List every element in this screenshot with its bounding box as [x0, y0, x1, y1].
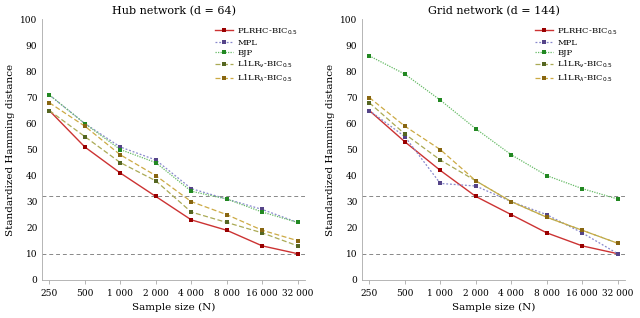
MPL — [508, 200, 515, 204]
MPL — [365, 109, 373, 113]
MPL — [259, 208, 266, 211]
BJP — [81, 122, 89, 126]
Line: MPL: MPL — [367, 108, 620, 256]
BJP — [223, 197, 230, 201]
L1LR$_\nu$-BIC$_{0.5}$ — [294, 244, 301, 248]
L1LR$_\lambda$-BIC$_{0.5}$ — [543, 215, 550, 219]
MPL — [543, 213, 550, 217]
PLRHC-BIC$_{0.5}$ — [45, 109, 53, 113]
PLRHC-BIC$_{0.5}$ — [472, 195, 479, 198]
BJP — [116, 148, 124, 151]
PLRHC-BIC$_{0.5}$ — [508, 213, 515, 217]
PLRHC-BIC$_{0.5}$ — [294, 252, 301, 256]
L1LR$_\nu$-BIC$_{0.5}$ — [508, 200, 515, 204]
Line: BJP: BJP — [367, 54, 620, 201]
L1LR$_\lambda$-BIC$_{0.5}$ — [259, 228, 266, 232]
Line: L1LR$_\lambda$-BIC$_{0.5}$: L1LR$_\lambda$-BIC$_{0.5}$ — [367, 95, 620, 245]
L1LR$_\nu$-BIC$_{0.5}$ — [579, 228, 586, 232]
BJP — [259, 210, 266, 214]
BJP — [188, 189, 195, 193]
L1LR$_\nu$-BIC$_{0.5}$ — [152, 179, 159, 183]
Line: BJP: BJP — [47, 93, 300, 225]
PLRHC-BIC$_{0.5}$ — [116, 171, 124, 175]
L1LR$_\lambda$-BIC$_{0.5}$ — [436, 148, 444, 151]
PLRHC-BIC$_{0.5}$ — [579, 244, 586, 248]
L1LR$_\lambda$-BIC$_{0.5}$ — [472, 179, 479, 183]
MPL — [116, 145, 124, 149]
L1LR$_\nu$-BIC$_{0.5}$ — [259, 231, 266, 235]
L1LR$_\lambda$-BIC$_{0.5}$ — [294, 239, 301, 243]
BJP — [294, 221, 301, 225]
PLRHC-BIC$_{0.5}$ — [81, 145, 89, 149]
L1LR$_\lambda$-BIC$_{0.5}$ — [365, 96, 373, 100]
L1LR$_\nu$-BIC$_{0.5}$ — [365, 101, 373, 105]
BJP — [365, 54, 373, 58]
PLRHC-BIC$_{0.5}$ — [188, 218, 195, 222]
MPL — [45, 93, 53, 97]
MPL — [223, 197, 230, 201]
MPL — [294, 221, 301, 225]
Legend: PLRHC-BIC$_{0.5}$, MPL, BJP, L1LR$_\nu$-BIC$_{0.5}$, L1LR$_\lambda$-BIC$_{0.5}$: PLRHC-BIC$_{0.5}$, MPL, BJP, L1LR$_\nu$-… — [212, 24, 301, 86]
X-axis label: Sample size (N): Sample size (N) — [452, 303, 535, 313]
L1LR$_\lambda$-BIC$_{0.5}$ — [508, 200, 515, 204]
MPL — [472, 184, 479, 188]
L1LR$_\lambda$-BIC$_{0.5}$ — [401, 124, 409, 128]
MPL — [436, 182, 444, 185]
PLRHC-BIC$_{0.5}$ — [223, 228, 230, 232]
L1LR$_\lambda$-BIC$_{0.5}$ — [614, 241, 621, 245]
Line: PLRHC-BIC$_{0.5}$: PLRHC-BIC$_{0.5}$ — [47, 108, 300, 256]
L1LR$_\nu$-BIC$_{0.5}$ — [81, 135, 89, 138]
BJP — [614, 197, 621, 201]
L1LR$_\lambda$-BIC$_{0.5}$ — [116, 153, 124, 157]
MPL — [579, 231, 586, 235]
PLRHC-BIC$_{0.5}$ — [614, 252, 621, 256]
BJP — [152, 161, 159, 164]
Line: L1LR$_\lambda$-BIC$_{0.5}$: L1LR$_\lambda$-BIC$_{0.5}$ — [47, 100, 300, 243]
Line: L1LR$_\nu$-BIC$_{0.5}$: L1LR$_\nu$-BIC$_{0.5}$ — [367, 100, 620, 245]
L1LR$_\lambda$-BIC$_{0.5}$ — [45, 101, 53, 105]
MPL — [614, 252, 621, 256]
BJP — [45, 93, 53, 97]
MPL — [188, 187, 195, 190]
PLRHC-BIC$_{0.5}$ — [365, 109, 373, 113]
MPL — [152, 158, 159, 162]
BJP — [472, 127, 479, 131]
L1LR$_\nu$-BIC$_{0.5}$ — [401, 132, 409, 136]
PLRHC-BIC$_{0.5}$ — [436, 169, 444, 172]
L1LR$_\nu$-BIC$_{0.5}$ — [543, 215, 550, 219]
PLRHC-BIC$_{0.5}$ — [259, 244, 266, 248]
BJP — [543, 174, 550, 177]
Y-axis label: Standardized Hamming distance: Standardized Hamming distance — [326, 64, 335, 236]
BJP — [436, 98, 444, 102]
BJP — [579, 187, 586, 190]
L1LR$_\nu$-BIC$_{0.5}$ — [45, 109, 53, 113]
L1LR$_\nu$-BIC$_{0.5}$ — [188, 210, 195, 214]
PLRHC-BIC$_{0.5}$ — [543, 231, 550, 235]
PLRHC-BIC$_{0.5}$ — [401, 140, 409, 144]
L1LR$_\nu$-BIC$_{0.5}$ — [614, 241, 621, 245]
L1LR$_\lambda$-BIC$_{0.5}$ — [579, 228, 586, 232]
MPL — [401, 135, 409, 138]
L1LR$_\lambda$-BIC$_{0.5}$ — [81, 124, 89, 128]
L1LR$_\lambda$-BIC$_{0.5}$ — [188, 200, 195, 204]
X-axis label: Sample size (N): Sample size (N) — [132, 303, 215, 313]
Title: Hub network (d = 64): Hub network (d = 64) — [111, 5, 236, 16]
L1LR$_\nu$-BIC$_{0.5}$ — [116, 161, 124, 164]
Line: L1LR$_\nu$-BIC$_{0.5}$: L1LR$_\nu$-BIC$_{0.5}$ — [47, 108, 300, 248]
BJP — [401, 72, 409, 76]
Title: Grid network (d = 144): Grid network (d = 144) — [428, 5, 559, 16]
PLRHC-BIC$_{0.5}$ — [152, 195, 159, 198]
Y-axis label: Standardized Hamming distance: Standardized Hamming distance — [6, 64, 15, 236]
L1LR$_\nu$-BIC$_{0.5}$ — [223, 221, 230, 225]
L1LR$_\nu$-BIC$_{0.5}$ — [436, 158, 444, 162]
L1LR$_\nu$-BIC$_{0.5}$ — [472, 179, 479, 183]
Line: PLRHC-BIC$_{0.5}$: PLRHC-BIC$_{0.5}$ — [367, 108, 620, 256]
L1LR$_\lambda$-BIC$_{0.5}$ — [152, 174, 159, 177]
BJP — [508, 153, 515, 157]
Legend: PLRHC-BIC$_{0.5}$, MPL, BJP, L1LR$_\nu$-BIC$_{0.5}$, L1LR$_\lambda$-BIC$_{0.5}$: PLRHC-BIC$_{0.5}$, MPL, BJP, L1LR$_\nu$-… — [532, 24, 621, 86]
MPL — [81, 122, 89, 126]
Line: MPL: MPL — [47, 93, 300, 225]
L1LR$_\lambda$-BIC$_{0.5}$ — [223, 213, 230, 217]
